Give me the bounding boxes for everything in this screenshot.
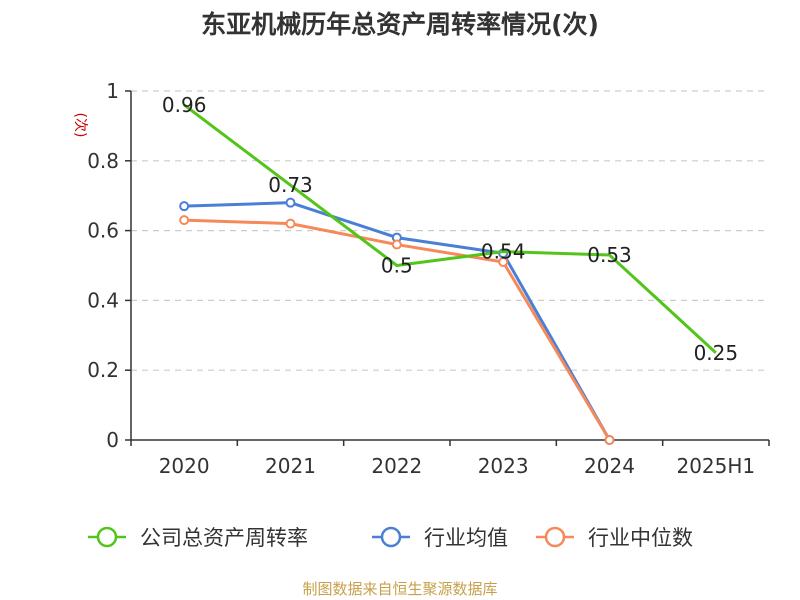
legend-label: 公司总资产周转率 [140, 526, 308, 550]
x-tick-label: 2020 [159, 454, 210, 478]
series-1 [183, 103, 717, 354]
y-tick-label: 1 [106, 79, 119, 103]
legend: 公司总资产周转率 行业均值 行业中位数 [88, 526, 693, 550]
y-tick-label: 0.4 [87, 288, 119, 312]
data-label: 0.96 [162, 93, 207, 117]
y-tick-label: 0.2 [87, 358, 119, 382]
data-label: 0.25 [694, 341, 739, 365]
x-tick-label: 2023 [478, 454, 529, 478]
source-note: 制图数据来自恒生聚源数据库 [302, 580, 497, 598]
series-group [179, 103, 717, 445]
data-point [498, 257, 509, 268]
x-tick-label: 2022 [371, 454, 422, 478]
legend-item-1: 公司总资产周转率 [88, 526, 308, 550]
series-line [183, 103, 717, 354]
data-label: 0.54 [481, 240, 526, 264]
legend-label: 行业均值 [424, 526, 508, 550]
legend-item-3: 行业中位数 [536, 526, 693, 550]
data-point [179, 215, 190, 226]
data-label: 0.73 [268, 173, 313, 197]
x-tick-label: 2024 [584, 454, 635, 478]
y-tick-labels: 0 0.2 0.4 0.6 0.8 1 [87, 79, 119, 452]
x-tick-labels: 2020 2021 2022 2023 2024 2025H1 [159, 454, 755, 478]
y-tick-label: 0.8 [87, 149, 119, 173]
data-label: 0.53 [587, 243, 632, 267]
axes [125, 90, 770, 446]
y-axis-label: (次) [72, 113, 88, 138]
x-tick-label: 2021 [265, 454, 316, 478]
y-tick-label: 0.6 [87, 219, 119, 243]
legend-marker [380, 526, 402, 548]
data-point [285, 197, 296, 208]
data-labels: 0.96 0.73 0.5 0.54 0.53 0.25 [162, 93, 738, 365]
data-label: 0.5 [381, 254, 413, 278]
y-tick-label: 0 [106, 428, 119, 452]
legend-marker [96, 526, 118, 548]
data-point [604, 435, 615, 445]
legend-item-2: 行业均值 [372, 526, 508, 550]
grid-lines [131, 90, 769, 371]
series-2 [179, 197, 615, 445]
data-point [179, 201, 190, 212]
series-3 [179, 215, 615, 445]
chart-title: 东亚机械历年总资产周转率情况(次) [201, 10, 599, 39]
data-point [391, 239, 402, 250]
data-point [285, 218, 296, 229]
x-tick-label: 2025H1 [676, 454, 755, 478]
legend-label: 行业中位数 [588, 526, 693, 550]
legend-marker [544, 526, 566, 548]
